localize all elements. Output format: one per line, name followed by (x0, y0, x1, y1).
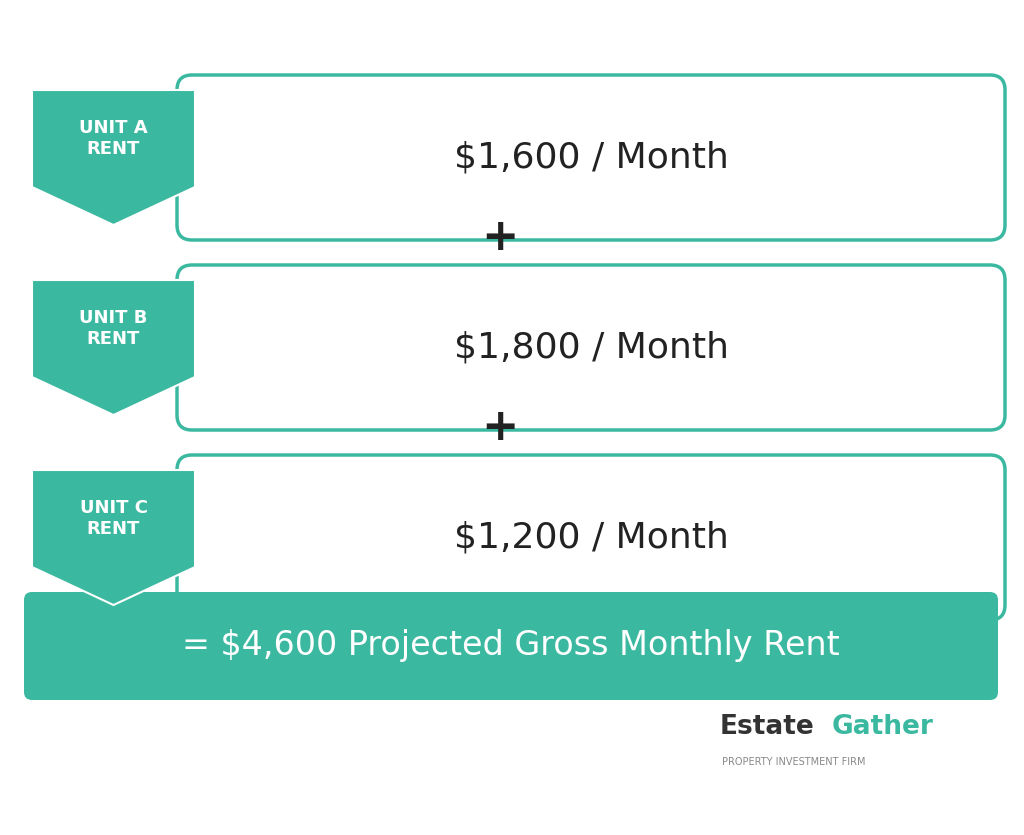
Text: PROPERTY INVESTMENT FIRM: PROPERTY INVESTMENT FIRM (722, 757, 865, 767)
Polygon shape (32, 280, 195, 415)
Text: = $4,600 Projected Gross Monthly Rent: = $4,600 Projected Gross Monthly Rent (182, 630, 840, 662)
Text: $1,200 / Month: $1,200 / Month (454, 520, 728, 554)
FancyBboxPatch shape (177, 75, 1005, 240)
Text: +: + (481, 215, 519, 259)
Text: $1,600 / Month: $1,600 / Month (454, 140, 728, 175)
Text: UNIT C
RENT: UNIT C RENT (80, 499, 147, 538)
FancyBboxPatch shape (177, 265, 1005, 430)
Text: Estate: Estate (720, 714, 815, 740)
FancyBboxPatch shape (177, 455, 1005, 620)
Text: +: + (481, 406, 519, 448)
Text: Gather: Gather (831, 714, 934, 740)
Polygon shape (32, 90, 195, 225)
Text: $1,800 / Month: $1,800 / Month (454, 331, 728, 365)
FancyBboxPatch shape (24, 592, 998, 700)
Text: UNIT A
RENT: UNIT A RENT (79, 119, 147, 158)
Polygon shape (32, 470, 195, 605)
Text: UNIT B
RENT: UNIT B RENT (79, 309, 147, 348)
